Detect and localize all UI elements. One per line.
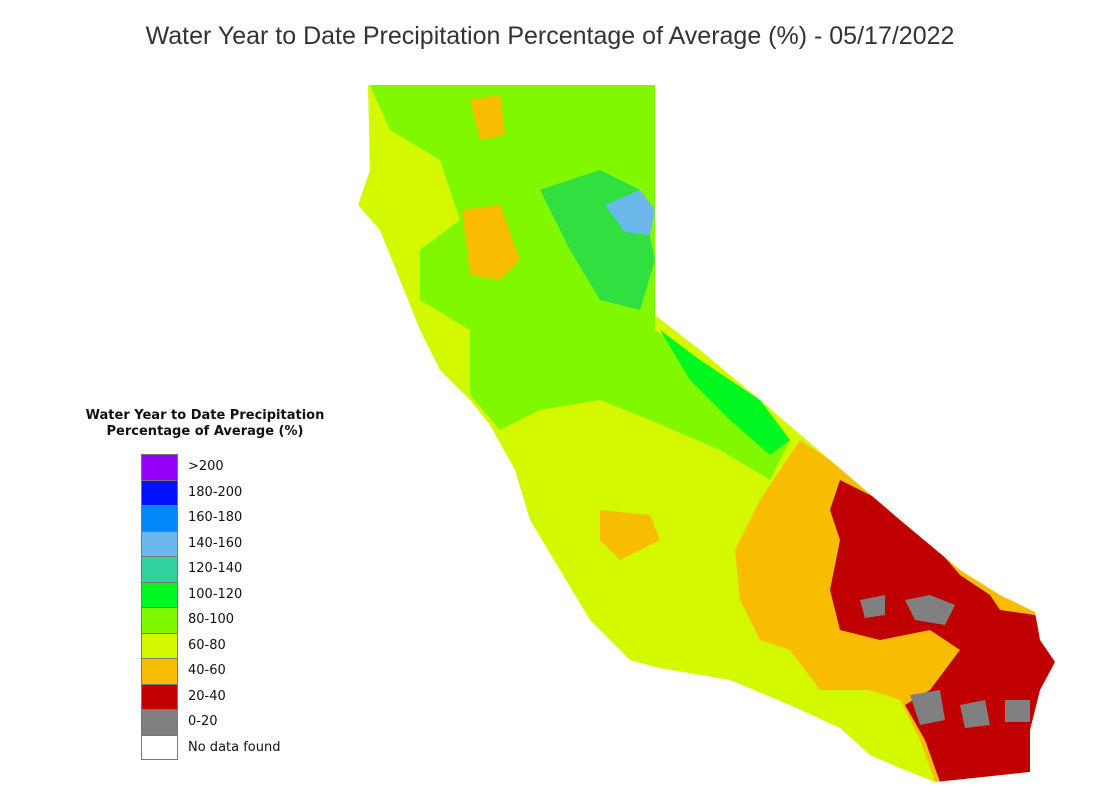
- legend-swatch: [141, 709, 178, 735]
- map-legend: Water Year to Date Precipitation Percent…: [60, 408, 350, 760]
- legend-swatch: [141, 658, 178, 684]
- region-20-40: [830, 480, 1055, 782]
- legend-label: 160-180: [188, 510, 243, 526]
- legend-title-line: Percentage of Average (%): [106, 424, 304, 439]
- legend-label: 60-80: [188, 637, 226, 653]
- legend-swatch: [141, 505, 178, 531]
- legend-swatch: [141, 683, 178, 709]
- legend-item: 100-120: [141, 581, 350, 607]
- region-0-20: [910, 690, 945, 725]
- legend-label: 120-140: [188, 561, 243, 577]
- region-40-60-coast: [600, 510, 660, 560]
- legend-swatch: [141, 581, 178, 607]
- legend-swatch: [141, 607, 178, 633]
- legend-item: 120-140: [141, 556, 350, 582]
- legend-item: 60-80: [141, 632, 350, 658]
- legend-item: 180-200: [141, 479, 350, 505]
- map-title: Water Year to Date Precipitation Percent…: [145, 22, 955, 50]
- legend-item: >200: [141, 454, 350, 480]
- region-0-20: [960, 700, 990, 728]
- california-regions: [358, 85, 1055, 782]
- legend-label: 40-60: [188, 663, 226, 679]
- region-0-20: [1005, 700, 1030, 722]
- region-140-160: [605, 190, 655, 235]
- legend-label: >200: [188, 459, 224, 475]
- legend-item: 160-180: [141, 505, 350, 531]
- legend-label: 20-40: [188, 688, 226, 704]
- legend-title: Water Year to Date Precipitation Percent…: [60, 408, 350, 440]
- legend-swatch: [141, 734, 178, 760]
- legend-item: 0-20: [141, 709, 350, 735]
- legend-label: 180-200: [188, 484, 243, 500]
- legend-items: >200 180-200 160-180 140-160 120-140 100-120 8…: [141, 454, 350, 760]
- legend-item: 140-160: [141, 530, 350, 556]
- legend-label: 80-100: [188, 612, 235, 628]
- region-0-20: [860, 595, 885, 618]
- legend-label: 0-20: [188, 714, 218, 730]
- legend-swatch: [141, 632, 178, 658]
- legend-item: 40-60: [141, 658, 350, 684]
- legend-label: 140-160: [188, 535, 243, 551]
- legend-label: No data found: [188, 739, 281, 755]
- legend-swatch: [141, 530, 178, 556]
- legend-swatch: [141, 556, 178, 582]
- region-80-100: [370, 85, 790, 480]
- region-0-20: [905, 595, 955, 625]
- region-40-60-shasta: [470, 95, 505, 140]
- legend-swatch: [141, 454, 178, 480]
- legend-item: 20-40: [141, 683, 350, 709]
- legend-item: 80-100: [141, 607, 350, 633]
- legend-label: 100-120: [188, 586, 243, 602]
- region-100-120-sierra: [660, 330, 790, 455]
- legend-swatch: [141, 479, 178, 505]
- legend-item: No data found: [141, 734, 350, 760]
- region-40-60-north: [462, 205, 520, 280]
- legend-title-line: Water Year to Date Precipitation: [85, 408, 325, 423]
